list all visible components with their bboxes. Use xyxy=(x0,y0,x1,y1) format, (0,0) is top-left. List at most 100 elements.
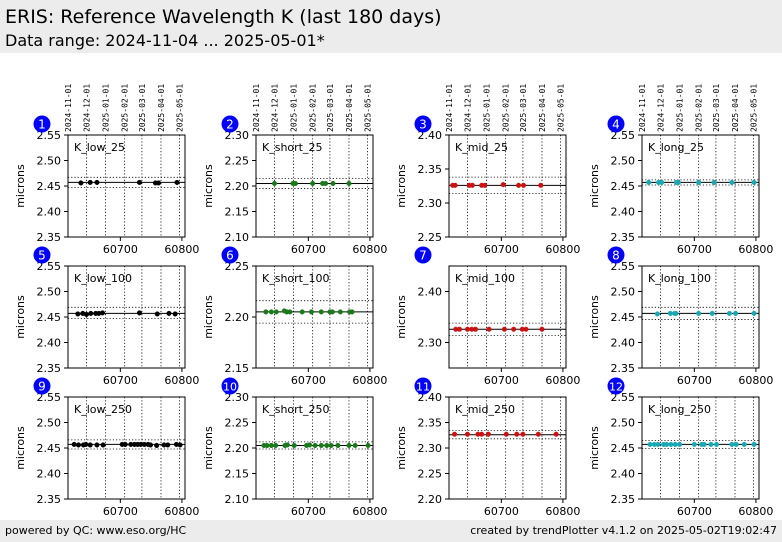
y-tick-label: 2.25 xyxy=(418,231,443,244)
x-tick-label: 60800 xyxy=(738,374,773,387)
data-point xyxy=(659,179,665,185)
data-point xyxy=(94,442,100,448)
data-point xyxy=(668,441,674,447)
y-axis-label: microns xyxy=(14,426,27,470)
data-point xyxy=(310,180,316,186)
data-point xyxy=(655,441,661,447)
data-point xyxy=(535,431,541,437)
axes-frame xyxy=(448,134,567,238)
x-tick-label: 60800 xyxy=(164,243,199,256)
y-tick-label: 2.30 xyxy=(418,442,443,455)
data-point xyxy=(78,180,84,186)
y-axis-label: microns xyxy=(395,295,408,339)
date-tick-label: 2024-11-01 xyxy=(445,84,454,132)
date-tick-label: 2025-05-01 xyxy=(175,84,184,132)
x-tick-label: 60700 xyxy=(291,374,326,387)
data-point xyxy=(335,442,341,449)
date-tick-label: 2025-01-01 xyxy=(483,84,492,132)
data-point xyxy=(520,431,526,437)
y-axis-label: microns xyxy=(588,295,601,339)
date-tick-label: 2025-03-01 xyxy=(138,84,147,132)
x-tick-label: 60700 xyxy=(677,505,712,518)
data-point xyxy=(696,179,702,185)
y-tick-label: 2.35 xyxy=(418,163,443,176)
date-tick-label: 2025-02-01 xyxy=(502,84,511,132)
data-point xyxy=(664,441,670,447)
panel-number-badge xyxy=(607,246,625,264)
x-tick-label: 60700 xyxy=(484,374,519,387)
y-tick-label: 2.50 xyxy=(37,286,62,299)
panel-number-badge xyxy=(607,115,625,133)
date-tick-label: 2025-01-01 xyxy=(102,84,111,132)
x-tick-label: 60700 xyxy=(484,505,519,518)
data-point xyxy=(729,441,735,447)
data-point xyxy=(83,441,89,447)
panel-number: 6 xyxy=(226,249,234,263)
panel-label: K_mid_250 xyxy=(455,403,515,416)
panel-number: 1 xyxy=(38,118,46,132)
data-point xyxy=(346,180,352,186)
y-tick-label: 2.45 xyxy=(37,442,62,455)
date-tick-label: 2024-11-01 xyxy=(638,84,647,132)
y-axis-label: microns xyxy=(14,295,27,339)
panel-label: K_short_250 xyxy=(262,403,329,416)
panel-number: 3 xyxy=(419,118,427,132)
data-point xyxy=(733,310,739,316)
panel-label: K_long_250 xyxy=(648,403,711,416)
y-tick-label: 2.45 xyxy=(37,311,62,324)
data-point xyxy=(155,180,162,186)
data-point xyxy=(88,310,94,316)
x-tick-label: 60700 xyxy=(103,505,138,518)
y-tick-label: 2.35 xyxy=(37,231,62,244)
data-point xyxy=(328,442,334,449)
data-point xyxy=(263,309,269,315)
panel-number-badge xyxy=(414,246,432,264)
data-point xyxy=(539,326,545,332)
data-point xyxy=(318,309,324,315)
y-tick-label: 2.50 xyxy=(37,417,62,430)
panel-number: 2 xyxy=(226,118,234,132)
data-point xyxy=(701,441,707,447)
x-tick-label: 60700 xyxy=(484,243,519,256)
data-point xyxy=(675,179,681,185)
y-tick-label: 2.40 xyxy=(37,468,62,481)
data-point xyxy=(308,309,314,315)
x-tick-label: 60800 xyxy=(545,374,580,387)
date-tick-label: 2025-01-01 xyxy=(290,84,299,132)
y-tick-label: 2.35 xyxy=(37,493,62,506)
y-tick-label: 2.40 xyxy=(611,468,636,481)
data-point xyxy=(337,309,343,315)
data-point xyxy=(329,309,335,315)
y-tick-label: 2.50 xyxy=(37,155,62,168)
data-point xyxy=(516,182,522,188)
data-point xyxy=(677,441,683,447)
x-tick-label: 60700 xyxy=(103,243,138,256)
date-tick-label: 2024-12-01 xyxy=(270,84,279,132)
data-point xyxy=(646,179,652,185)
y-tick-label: 2.15 xyxy=(225,362,250,375)
data-point xyxy=(538,182,544,188)
panel-number: 12 xyxy=(609,381,623,394)
data-point xyxy=(122,441,128,447)
x-tick-label: 60800 xyxy=(352,505,387,518)
x-tick-label: 60700 xyxy=(103,374,138,387)
panel-number: 10 xyxy=(223,381,237,394)
panel-number: 4 xyxy=(612,118,620,132)
data-point xyxy=(501,326,507,332)
date-tick-label: 2025-04-01 xyxy=(731,84,740,132)
y-tick-label: 2.25 xyxy=(225,155,250,168)
data-point xyxy=(464,326,471,332)
data-point xyxy=(741,441,747,447)
data-point xyxy=(312,442,318,449)
panel-7: 2.30 2.40 60700 60800 microns K_mid_100 7 xyxy=(395,246,580,387)
data-point xyxy=(452,182,458,188)
data-point xyxy=(94,179,100,185)
data-point xyxy=(75,311,81,317)
data-point xyxy=(83,311,90,318)
date-tick-label: 2025-01-01 xyxy=(676,84,685,132)
date-tick-label: 2024-11-01 xyxy=(252,84,261,132)
y-axis-label: microns xyxy=(202,295,215,339)
date-tick-label: 2024-12-01 xyxy=(82,84,91,132)
